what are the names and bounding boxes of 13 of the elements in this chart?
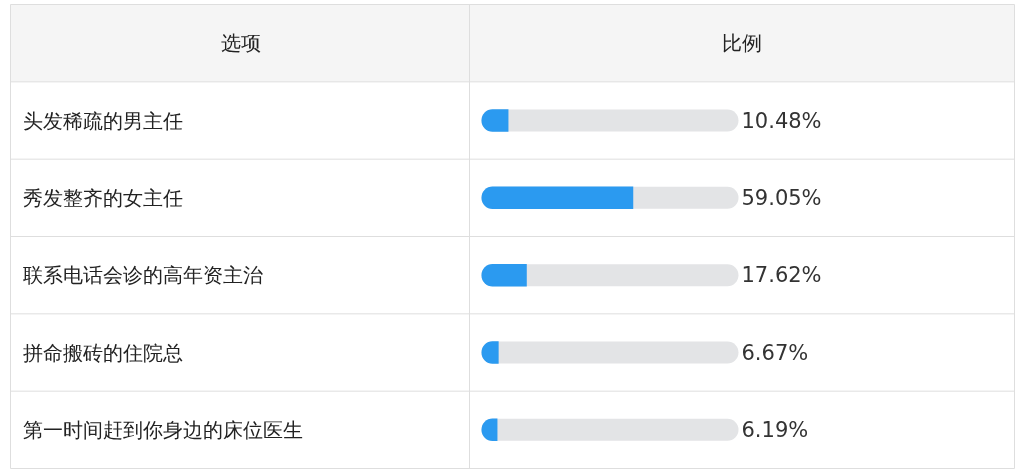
- y-axis-title: 选项: [220, 31, 261, 56]
- y-tick-label: 第一时间赶到你身边的床位医生: [22, 417, 303, 442]
- data-label: 17.62%: [741, 263, 822, 288]
- bar: [481, 263, 527, 287]
- data-label: 10.48%: [741, 108, 822, 133]
- y-tick-label: 头发稀疏的男主任: [22, 108, 183, 133]
- y-tick-label: 拼命搬砖的住院总: [22, 340, 183, 365]
- text: 比例: [721, 31, 762, 56]
- data-label: 6.67%: [741, 340, 809, 365]
- data-label: 6.19%: [741, 417, 809, 442]
- data-label: 59.05%: [741, 185, 822, 210]
- y-tick-label: 联系电话会诊的高年资主治: [22, 263, 263, 288]
- y-tick-label: 秀发整齐的女主任: [22, 185, 183, 210]
